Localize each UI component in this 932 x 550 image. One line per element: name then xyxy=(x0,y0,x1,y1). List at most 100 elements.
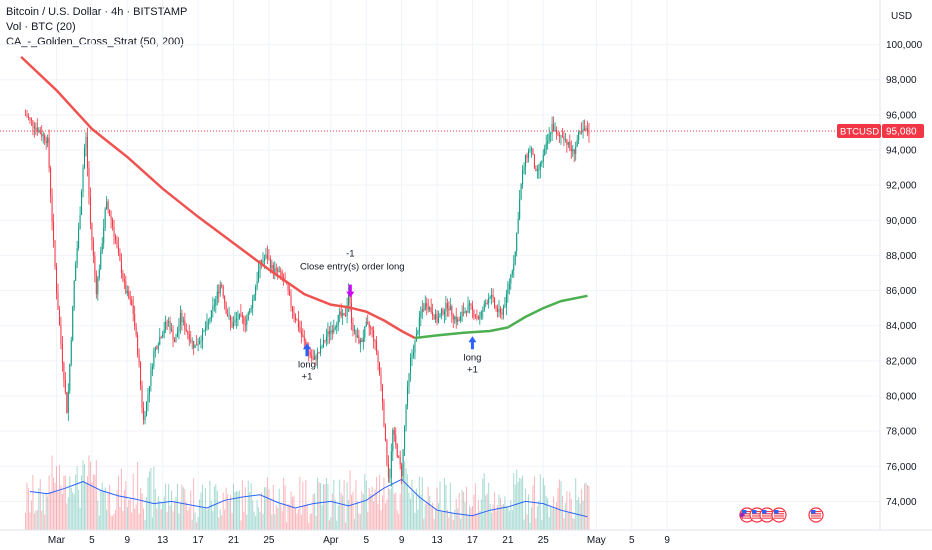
time-axis[interactable]: Mar 5 9 13 17 21 25 Apr 5 9 13 17 21 25 May 5 9 xyxy=(48,535,670,546)
candle-body xyxy=(362,337,364,342)
candle-body xyxy=(536,169,538,171)
candle-body xyxy=(407,386,409,405)
volume-bar xyxy=(464,502,466,530)
candle-body xyxy=(247,312,249,320)
volume-bar xyxy=(409,498,412,530)
candle-body xyxy=(557,133,559,136)
candle-body xyxy=(561,135,563,137)
candle-body xyxy=(566,139,568,145)
candle-body xyxy=(526,154,528,159)
candle-body xyxy=(175,337,177,343)
candle-body xyxy=(322,340,324,347)
candle-body xyxy=(308,351,310,352)
us-flag-icon[interactable] xyxy=(771,507,787,523)
candle-body xyxy=(120,260,122,273)
candle-body xyxy=(97,277,99,295)
candle-body xyxy=(502,307,504,315)
volume-bar xyxy=(296,513,298,530)
candle-body xyxy=(202,330,204,341)
candle-body xyxy=(396,444,398,457)
volume-bar xyxy=(449,482,451,530)
candle-body xyxy=(575,146,577,154)
volume-bar xyxy=(173,501,176,530)
candle-body xyxy=(287,283,289,291)
volume-bar xyxy=(88,455,90,530)
candle-body xyxy=(228,315,230,317)
volume-bar xyxy=(163,496,165,530)
volume-bar xyxy=(95,460,97,530)
volume-bar xyxy=(122,510,124,530)
volume-bar xyxy=(119,506,121,530)
volume-bar xyxy=(222,492,224,530)
candle-body xyxy=(551,124,553,134)
candle-body xyxy=(474,316,476,318)
flag-stripe xyxy=(762,513,772,515)
candle-body xyxy=(272,265,274,273)
candle-body xyxy=(505,294,507,306)
candle-body xyxy=(268,257,270,259)
volume-bar xyxy=(474,483,476,530)
x-tick-label: 21 xyxy=(502,535,514,546)
candle-body xyxy=(230,315,232,322)
candle-body xyxy=(86,137,88,168)
y-tick-label: 74,000 xyxy=(886,497,917,508)
candle-body xyxy=(564,139,566,141)
volume-bar xyxy=(333,480,335,530)
marker-qty: -1 xyxy=(346,249,354,260)
volume-bar xyxy=(187,510,189,530)
us-flag-icon[interactable] xyxy=(808,507,824,523)
candle-body xyxy=(356,335,358,338)
candle-body xyxy=(157,344,159,349)
candle-body xyxy=(449,306,451,311)
candle-body xyxy=(523,166,525,171)
candle-body xyxy=(185,329,187,332)
volume-bar xyxy=(370,494,372,530)
volume-bar xyxy=(511,509,513,530)
candle-body xyxy=(569,141,571,148)
candle-body xyxy=(45,140,47,144)
candle-body xyxy=(529,150,531,151)
candle-body xyxy=(417,331,419,335)
candle-body xyxy=(184,320,186,330)
candle-body xyxy=(66,392,68,413)
candle-body xyxy=(337,315,339,325)
candle-body xyxy=(513,264,515,271)
volume-bar xyxy=(494,492,496,530)
volume-bar xyxy=(554,508,556,530)
candle-body xyxy=(109,209,111,216)
volume-bar xyxy=(407,474,409,530)
volume-bar xyxy=(120,468,122,530)
volume-bar xyxy=(86,475,88,530)
volume-bar xyxy=(440,511,442,530)
currency-label[interactable]: USD xyxy=(891,11,912,22)
candle-body xyxy=(240,313,242,315)
volume-bar xyxy=(169,505,171,530)
candle-body xyxy=(507,288,509,295)
price-axis[interactable]: 100,000 98,000 96,000 94,000 92,000 90,000 88,… xyxy=(886,40,923,508)
candle-body xyxy=(331,330,333,333)
candle-body xyxy=(256,281,258,287)
candle-body xyxy=(376,341,378,352)
candle-body xyxy=(492,294,494,299)
volume-bar xyxy=(452,520,454,530)
candle-body xyxy=(470,303,472,306)
volume-bar xyxy=(269,500,271,530)
event-flags[interactable] xyxy=(739,507,824,523)
volume-bar xyxy=(107,493,109,530)
candle-body xyxy=(438,317,440,323)
candle-body xyxy=(188,334,190,341)
candle-body xyxy=(392,429,394,452)
volume-bar xyxy=(219,509,221,530)
volume-bar xyxy=(551,508,553,530)
candle-body xyxy=(327,330,329,337)
volume-bar xyxy=(384,503,386,530)
volume-bar xyxy=(432,502,434,530)
volume-bar xyxy=(328,520,330,530)
volume-bar xyxy=(97,500,99,530)
candle-body xyxy=(381,385,383,403)
flag-stripe xyxy=(811,511,821,513)
candle-body xyxy=(457,319,459,322)
volume-bar xyxy=(117,475,119,530)
